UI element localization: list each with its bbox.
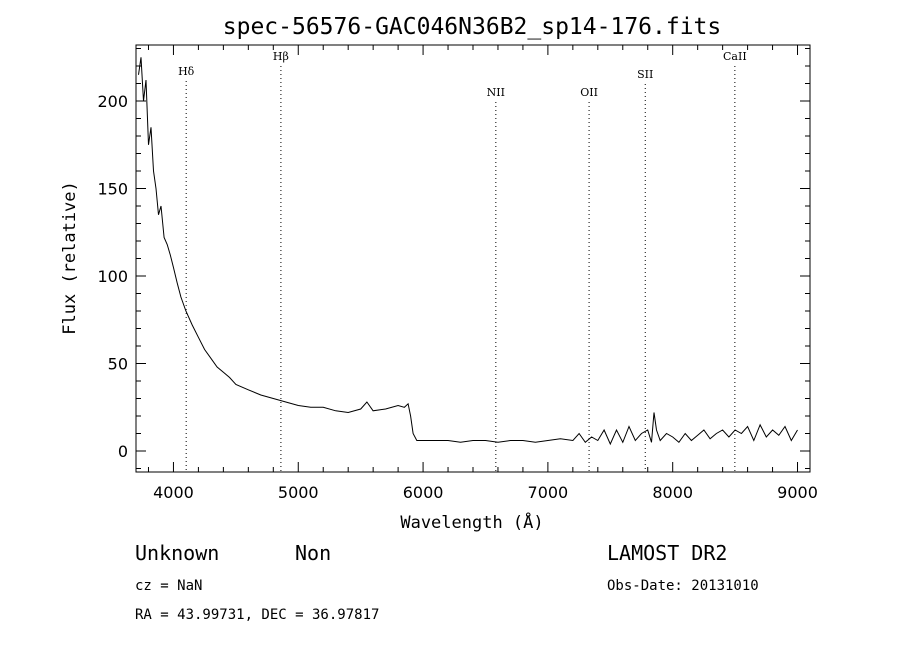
line-marker-label: Hδ <box>178 65 195 78</box>
x-tick-label: 6000 <box>403 483 444 502</box>
ra-dec: RA = 43.99731, DEC = 36.97817 <box>135 607 379 623</box>
x-tick-label: 7000 <box>528 483 569 502</box>
y-tick-label: 50 <box>108 355 128 374</box>
y-tick-label: 150 <box>97 180 128 199</box>
x-tick-label: 9000 <box>777 483 818 502</box>
object-class: Unknown <box>135 541 219 565</box>
spectral-line-markers: Hδ Hβ NII OII SII CaII <box>178 50 747 472</box>
y-axis-ticks: 0 50 100 150 200 <box>97 48 810 469</box>
y-axis-label: Flux (relative) <box>60 181 80 335</box>
y-tick-label: 0 <box>118 442 128 461</box>
line-marker-label: Hβ <box>273 50 289 63</box>
line-marker-label: NII <box>487 86 505 99</box>
chart-title: spec-56576-GAC046N36B2_sp14-176.fits <box>223 14 722 40</box>
x-axis-label: Wavelength (Å) <box>400 511 543 533</box>
line-marker-label: CaII <box>723 50 747 63</box>
plot-frame <box>135 44 811 473</box>
y-tick-label: 200 <box>97 92 128 111</box>
survey-name: LAMOST DR2 <box>607 541 727 565</box>
x-tick-label: 5000 <box>278 483 319 502</box>
spectrum-series <box>138 57 798 446</box>
x-tick-label: 8000 <box>652 483 693 502</box>
y-tick-label: 100 <box>97 267 128 286</box>
redshift-cz: cz = NaN <box>135 578 202 594</box>
object-subclass: Non <box>295 541 331 565</box>
line-marker-label: OII <box>580 86 598 99</box>
obs-date: Obs-Date: 20131010 <box>607 578 759 594</box>
x-axis-ticks: 4000 5000 6000 7000 8000 9000 <box>147 45 818 502</box>
spectrum-line-0 <box>138 57 798 446</box>
x-tick-label: 4000 <box>153 483 194 502</box>
line-marker-label: SII <box>637 68 653 81</box>
